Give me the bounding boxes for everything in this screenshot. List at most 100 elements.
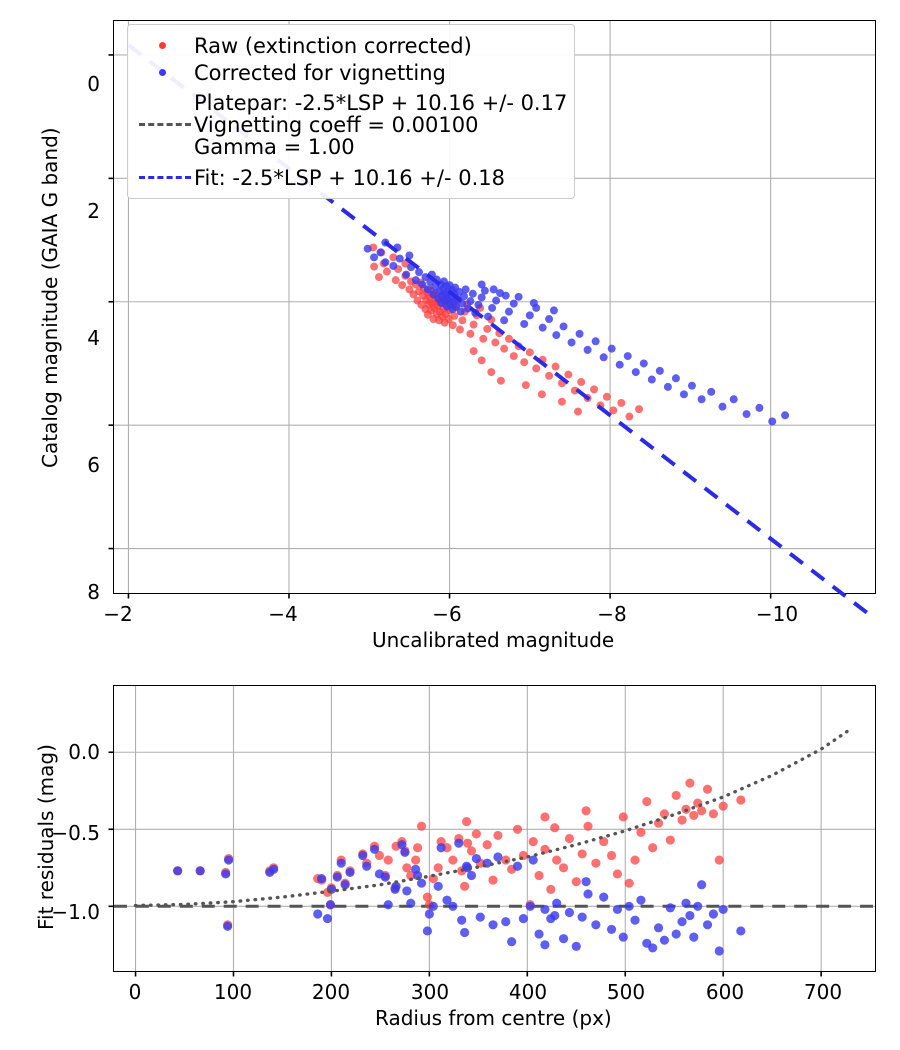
data-point bbox=[625, 412, 634, 421]
residuals-plot-svg bbox=[108, 686, 875, 977]
legend-label-fit: Fit: -2.5*LSP + 10.16 +/- 0.18 bbox=[194, 165, 505, 190]
data-point bbox=[653, 923, 664, 933]
bottom-xtick-200: 200 bbox=[311, 980, 351, 1004]
data-point bbox=[689, 810, 699, 820]
data-point bbox=[456, 307, 465, 316]
data-point bbox=[362, 861, 372, 871]
data-point bbox=[504, 334, 513, 343]
data-point bbox=[631, 368, 640, 377]
data-point bbox=[677, 815, 687, 825]
data-point bbox=[617, 398, 626, 407]
vignetting-curve bbox=[133, 727, 853, 908]
data-point bbox=[406, 898, 416, 908]
data-point bbox=[389, 253, 398, 262]
data-point bbox=[520, 358, 529, 367]
data-point bbox=[406, 870, 416, 881]
data-point bbox=[400, 847, 410, 857]
data-point bbox=[448, 321, 457, 330]
data-point bbox=[583, 889, 593, 899]
data-point bbox=[552, 898, 562, 908]
data-point bbox=[477, 280, 486, 289]
data-point bbox=[521, 381, 530, 390]
data-point bbox=[545, 315, 554, 324]
data-point bbox=[195, 866, 205, 876]
data-point bbox=[369, 844, 380, 854]
data-point bbox=[607, 344, 616, 353]
data-point bbox=[512, 824, 523, 834]
data-point bbox=[466, 329, 475, 338]
data-point bbox=[635, 405, 643, 414]
data-point bbox=[559, 322, 568, 331]
data-point bbox=[549, 306, 558, 315]
data-point bbox=[415, 268, 424, 277]
data-point bbox=[659, 809, 670, 819]
data-point bbox=[529, 299, 538, 307]
data-point bbox=[685, 910, 695, 921]
data-point bbox=[512, 861, 523, 871]
data-point bbox=[322, 914, 333, 924]
data-point bbox=[665, 903, 675, 913]
data-point bbox=[742, 410, 751, 419]
data-point bbox=[581, 806, 591, 816]
data-point bbox=[471, 853, 481, 864]
data-point bbox=[457, 915, 467, 925]
data-point bbox=[623, 352, 632, 361]
data-point bbox=[575, 329, 584, 338]
data-point bbox=[411, 276, 420, 285]
data-point bbox=[768, 417, 777, 426]
legend-label-gamma: Gamma = 1.00 bbox=[194, 135, 355, 159]
legend-label-vignetting-coeff: Vignetting coeff = 0.00100 bbox=[194, 113, 479, 137]
data-point bbox=[223, 921, 233, 931]
top-ytick-6: 6 bbox=[87, 453, 100, 477]
data-point bbox=[469, 320, 478, 329]
data-point bbox=[374, 850, 385, 861]
data-point bbox=[493, 830, 503, 840]
data-point bbox=[509, 352, 518, 361]
data-point bbox=[558, 863, 569, 873]
data-point bbox=[413, 843, 423, 853]
bottom-xaxis-title: Radius from centre (px) bbox=[375, 1006, 612, 1030]
data-point bbox=[451, 302, 460, 311]
data-point bbox=[448, 901, 458, 911]
data-point bbox=[671, 929, 681, 939]
top-ytick-4: 4 bbox=[87, 326, 100, 350]
data-point bbox=[480, 286, 489, 295]
data-point bbox=[450, 311, 459, 320]
data-point bbox=[571, 877, 581, 887]
data-point bbox=[422, 926, 432, 936]
data-point bbox=[648, 843, 658, 853]
data-point bbox=[418, 280, 427, 289]
data-point bbox=[655, 366, 664, 375]
data-point bbox=[436, 843, 446, 853]
data-point bbox=[514, 292, 523, 301]
data-point bbox=[464, 304, 472, 313]
data-point bbox=[583, 345, 592, 354]
data-point bbox=[708, 909, 718, 919]
legend-entry-corrected: Corrected for vignetting bbox=[136, 59, 564, 86]
data-point bbox=[697, 395, 706, 404]
data-point bbox=[577, 912, 587, 922]
data-point bbox=[540, 812, 550, 822]
data-point bbox=[647, 375, 656, 384]
data-point bbox=[340, 880, 350, 890]
data-point bbox=[466, 870, 477, 881]
data-point bbox=[693, 901, 703, 911]
data-point bbox=[573, 407, 582, 416]
data-point bbox=[591, 920, 601, 930]
data-point bbox=[345, 867, 355, 877]
data-point bbox=[402, 886, 412, 896]
data-point bbox=[636, 827, 646, 837]
data-point bbox=[552, 855, 562, 865]
data-point bbox=[552, 331, 561, 340]
data-point bbox=[718, 801, 728, 811]
legend-entry-platepar: Platepar: -2.5*LSP + 10.16 +/- 0.17 Vign… bbox=[136, 86, 567, 164]
tick-marks bbox=[108, 751, 822, 977]
data-point bbox=[689, 932, 699, 942]
data-point bbox=[500, 316, 509, 325]
data-point bbox=[460, 881, 470, 891]
data-point bbox=[577, 849, 587, 859]
data-point bbox=[397, 840, 407, 850]
data-point bbox=[454, 838, 464, 848]
data-point bbox=[383, 900, 393, 910]
data-point bbox=[707, 387, 716, 396]
